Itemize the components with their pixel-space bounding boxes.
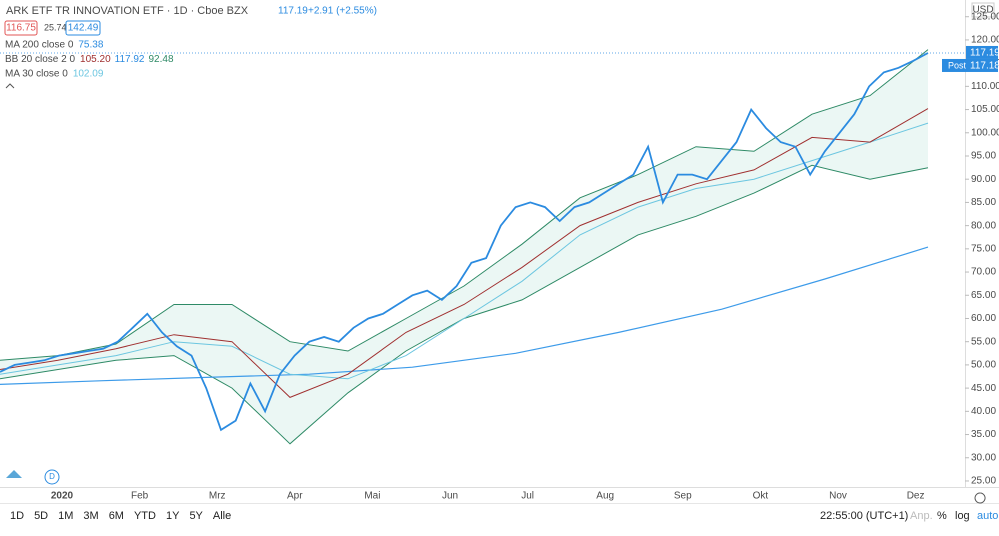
axis-line: [0, 487, 999, 488]
range-button[interactable]: 1M: [58, 510, 73, 522]
x-tick-label: Dez: [907, 491, 925, 502]
range-button[interactable]: YTD: [134, 510, 156, 522]
x-tick-label: Jul: [521, 491, 534, 502]
toolbar-line: [0, 503, 999, 504]
series-line: [0, 108, 929, 398]
price-tag-text: 117.19: [970, 48, 999, 59]
x-tick-label: Apr: [287, 491, 303, 502]
scale-option[interactable]: auto: [977, 510, 998, 522]
legend-value: 117.92: [115, 54, 145, 65]
x-tick-label: Mai: [364, 491, 380, 502]
x-tick-label: Sep: [674, 491, 692, 502]
scale-option[interactable]: Anp.: [910, 510, 933, 522]
y-tick-label: 90.00: [971, 174, 996, 185]
y-tick-label: 65.00: [971, 290, 996, 301]
price-change: +2.91 (+2.55%): [308, 6, 377, 17]
y-tick-label: 25.00: [971, 476, 996, 487]
y-tick-label: 95.00: [971, 151, 996, 162]
y-tick-label: 70.00: [971, 267, 996, 278]
x-tick-label: Aug: [596, 491, 614, 502]
legend-label: MA 200 close 0: [5, 40, 74, 51]
y-tick-label: 45.00: [971, 383, 996, 394]
scale-option[interactable]: %: [937, 510, 947, 522]
legend-value: 102.09: [73, 69, 104, 80]
y-tick-label: 55.00: [971, 336, 996, 347]
collapse-icon[interactable]: [5, 83, 15, 89]
ask[interactable]: 142.49: [68, 23, 99, 34]
range-button[interactable]: 1Y: [166, 510, 180, 522]
y-tick-label: 110.00: [971, 81, 999, 92]
x-tick-label: Jun: [442, 491, 458, 502]
y-tick-label: 75.00: [971, 243, 996, 254]
post-price-text: 117.18: [970, 61, 999, 72]
x-tick-label: Nov: [829, 491, 847, 502]
range-button[interactable]: 5Y: [189, 510, 203, 522]
series-line: [0, 52, 929, 432]
y-tick-label: 40.00: [971, 406, 996, 417]
y-tick-label: 80.00: [971, 220, 996, 231]
post-tag-text: Post: [948, 60, 967, 70]
y-tick-label: 120.00: [971, 35, 999, 46]
x-tick-label: Mrz: [209, 491, 226, 502]
d-badge[interactable]: [44, 469, 60, 485]
ask-box[interactable]: [65, 20, 101, 36]
last-price: 117.19: [278, 6, 308, 17]
x-tick-label: Okt: [753, 491, 769, 502]
x-tick-label: 2020: [51, 491, 74, 502]
post-price-tag: [966, 58, 998, 72]
axis-line: [965, 0, 966, 487]
post-tag: [942, 58, 966, 72]
y-tick-label: 85.00: [971, 197, 996, 208]
range-button[interactable]: Alle: [213, 510, 231, 522]
settings-icon[interactable]: [974, 492, 986, 504]
series-line: [0, 246, 929, 385]
logo: [6, 470, 22, 478]
legend-label: MA 30 close 0: [5, 69, 68, 80]
legend-value: 105.20: [80, 54, 111, 65]
time-label: 22:55:00 (UTC+1): [820, 510, 908, 522]
d-badge-text: D: [49, 472, 55, 481]
y-tick-label: 35.00: [971, 429, 996, 440]
bid[interactable]: 116.75: [6, 23, 36, 34]
legend-value: 75.38: [78, 40, 103, 51]
range-button[interactable]: 6M: [109, 510, 124, 522]
band-fill: [0, 49, 928, 444]
price-tag: [966, 45, 998, 59]
scale-option[interactable]: log: [955, 510, 970, 522]
spread: 25.74: [44, 22, 67, 32]
bid-box[interactable]: [4, 20, 38, 36]
range-button[interactable]: 3M: [83, 510, 98, 522]
series-line: [0, 122, 929, 380]
legend-value: 92.48: [148, 54, 173, 65]
y-tick-label: 30.00: [971, 452, 996, 463]
y-tick-label: 60.00: [971, 313, 996, 324]
range-button[interactable]: 1D: [10, 510, 24, 522]
y-tick-label: 125.00: [971, 11, 999, 22]
currency[interactable]: USD: [972, 5, 993, 16]
range-button[interactable]: 5D: [34, 510, 48, 522]
currency-box[interactable]: [971, 2, 995, 18]
y-tick-label: 50.00: [971, 360, 996, 371]
y-tick-label: 100.00: [971, 127, 999, 138]
series-line: [0, 49, 929, 361]
legend-label: BB 20 close 2 0: [5, 54, 75, 65]
x-tick-label: Feb: [131, 491, 149, 502]
y-tick-label: 105.00: [971, 104, 999, 115]
chart-title: ARK ETF TR INNOVATION ETF · 1D · Cboe BZ…: [6, 5, 249, 17]
